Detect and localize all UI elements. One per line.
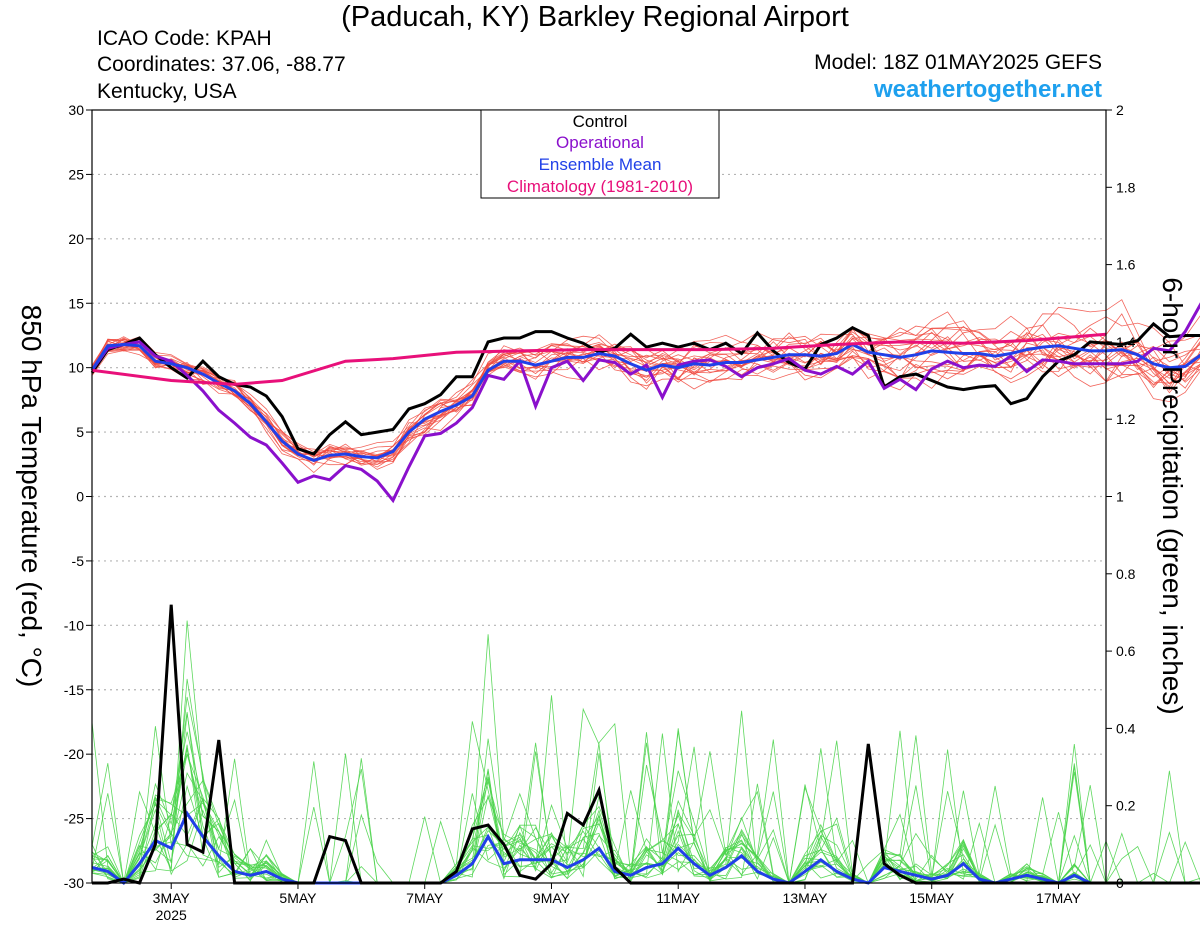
- temperature-member-line: [91, 331, 1200, 463]
- precip-ensemble-members: [91, 620, 1200, 884]
- y-tick-label: 5: [76, 424, 84, 440]
- y-axis-label: 850 hPa Temperature (red, °C): [16, 305, 47, 688]
- y2-tick-label: 0.6: [1116, 643, 1136, 659]
- x-tick-label: 7MAY: [406, 890, 444, 906]
- temperature-member-line: [91, 339, 1200, 465]
- y-tick-label: 25: [68, 166, 84, 182]
- legend-operational: Operational: [556, 133, 644, 152]
- x-tick-label: 5MAY: [279, 890, 317, 906]
- x-tick-label: 3MAY: [153, 890, 191, 906]
- x-tick-label: 9MAY: [533, 890, 571, 906]
- legend-control: Control: [573, 112, 628, 131]
- y-tick-label: 10: [68, 360, 84, 376]
- y2-tick-label: 1: [1116, 489, 1124, 505]
- y2-tick-label: 0.8: [1116, 566, 1136, 582]
- y2-axis-label: 6-hour Precipitation (green, inches): [1157, 277, 1188, 714]
- precip-member-line: [91, 695, 1200, 884]
- x-tick-label: 15MAY: [909, 890, 955, 906]
- climatology-line: [91, 332, 1107, 386]
- legend-climatology: Climatology (1981-2010): [507, 177, 693, 196]
- control-temp-line: [90, 321, 1200, 456]
- temperature-member-line: [91, 325, 1200, 459]
- y2-tick-label: 1.4: [1116, 334, 1136, 350]
- chart-title: (Paducah, KY) Barkley Regional Airport: [341, 1, 849, 33]
- y2-tick-label: 0.4: [1116, 720, 1136, 736]
- x-tick-label: 17MAY: [1036, 890, 1082, 906]
- temperature-member-line: [91, 316, 1200, 466]
- y2-tick-label: 1.8: [1116, 179, 1136, 195]
- legend-ensemble-mean: Ensemble Mean: [539, 155, 662, 174]
- y-tick-label: -20: [64, 746, 84, 762]
- y-tick-label: -10: [64, 617, 84, 633]
- website-link[interactable]: weathertogether.net: [873, 76, 1102, 103]
- temperature-member-line: [91, 313, 1200, 474]
- y-tick-label: 0: [76, 489, 84, 505]
- temperature-member-line: [91, 341, 1200, 455]
- plot-frame: [91, 109, 1107, 884]
- icao-code: ICAO Code: KPAH: [97, 27, 272, 50]
- legend: Control Operational Ensemble Mean Climat…: [480, 109, 720, 199]
- y2-tick-label: 1.6: [1116, 257, 1136, 273]
- y-tick-label: -5: [72, 553, 85, 569]
- y-tick-label: 30: [68, 102, 84, 118]
- x-tick-sublabel: 2025: [156, 907, 187, 923]
- y2-tick-label: 1.2: [1116, 411, 1136, 427]
- x-tick-label: 13MAY: [783, 890, 829, 906]
- y-tick-label: 15: [68, 295, 84, 311]
- ensemble-mean-temp-line: [90, 342, 1200, 462]
- y-tick-label: -15: [64, 682, 84, 698]
- y-tick-label: 20: [68, 231, 84, 247]
- y2-tick-label: 0.2: [1116, 798, 1136, 814]
- y2-tick-label: 0: [1116, 875, 1124, 891]
- axis-ticks: 302520151050-5-10-15-20-25-3021.81.61.41…: [64, 102, 1136, 923]
- operational-temp-line: [90, 302, 1200, 504]
- coordinates: Coordinates: 37.06, -88.77: [97, 53, 346, 76]
- region: Kentucky, USA: [97, 80, 237, 103]
- grid: [92, 173, 1106, 820]
- y-tick-label: -30: [64, 875, 84, 891]
- y2-tick-label: 2: [1116, 102, 1124, 118]
- x-tick-label: 11MAY: [656, 890, 700, 906]
- model-run: Model: 18Z 01MAY2025 GEFS: [814, 51, 1102, 74]
- y-tick-label: -25: [64, 811, 84, 827]
- legend-box: [480, 109, 720, 199]
